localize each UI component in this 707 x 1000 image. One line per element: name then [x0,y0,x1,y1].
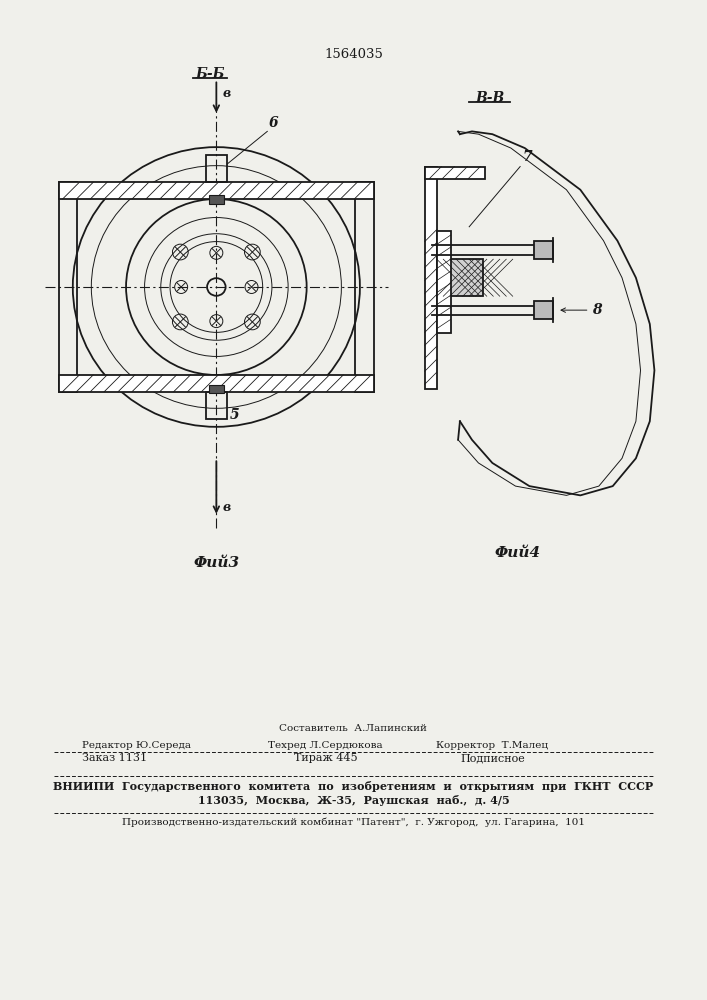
Bar [206,155,226,182]
Bar [437,231,450,333]
Text: ВНИИПИ  Государственного  комитета  по  изобретениям  и  открытиям  при  ГКНТ  С: ВНИИПИ Государственного комитета по изоб… [53,781,653,792]
Text: Подписное: Подписное [460,753,525,763]
Text: Тираж 445: Тираж 445 [294,753,358,763]
Text: 8: 8 [592,303,602,317]
Text: Составитель  А.Лапинский: Составитель А.Лапинский [279,724,427,733]
Text: 6: 6 [269,116,279,130]
Bar [59,182,374,199]
Text: в: в [223,501,231,514]
Text: Заказ 1131: Заказ 1131 [82,753,147,763]
Text: Техред Л.Сердюкова: Техред Л.Сердюкова [269,741,383,750]
Bar [534,241,553,259]
Text: 5: 5 [229,408,239,422]
Text: Б-Б: Б-Б [195,67,225,81]
Bar [206,392,226,419]
Text: Корректор  Т.Малец: Корректор Т.Малец [436,741,549,750]
Text: 1564035: 1564035 [324,48,383,61]
Bar [59,182,78,392]
Bar [534,301,553,319]
Bar [209,195,223,204]
Bar [425,167,437,389]
Text: 7: 7 [523,150,532,164]
Text: в: в [223,87,231,100]
Text: В-В: В-В [475,91,504,105]
Bar [425,167,485,179]
Text: Производственно-издательский комбинат "Патент",  г. Ужгород,  ул. Гагарина,  101: Производственно-издательский комбинат "П… [122,818,585,827]
Bar [59,375,374,392]
Text: 113035,  Москва,  Ж-35,  Раушская  наб.,  д. 4/5: 113035, Москва, Ж-35, Раушская наб., д. … [197,795,509,806]
Text: Φий4: Φий4 [494,546,540,560]
Bar [209,385,223,393]
Text: Φий3: Φий3 [193,556,240,570]
Bar [437,259,483,296]
Text: Редактор Ю.Середа: Редактор Ю.Середа [82,741,191,750]
Bar [356,182,374,392]
